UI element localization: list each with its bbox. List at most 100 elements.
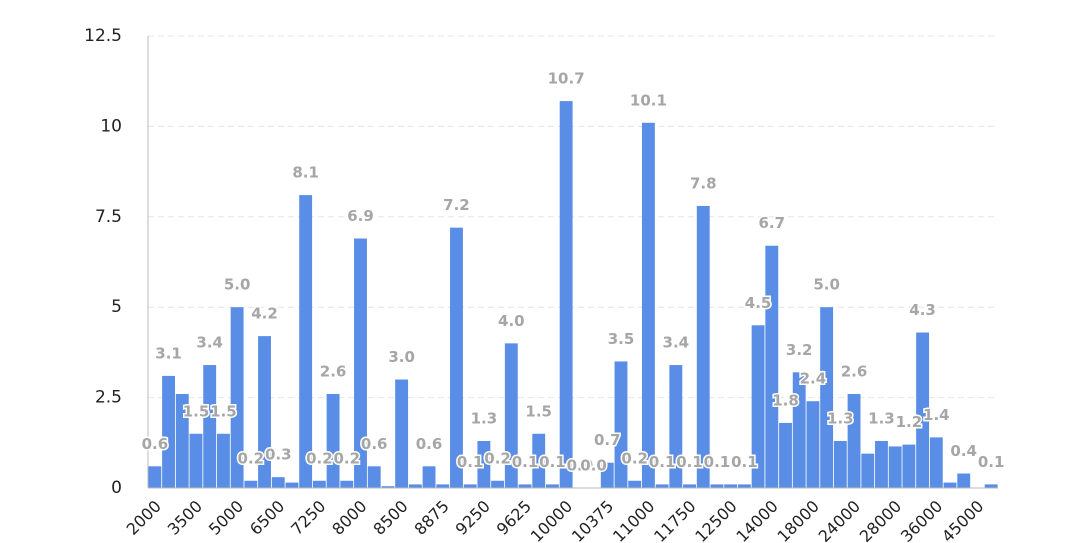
x-tick-label: 6500	[246, 497, 288, 539]
bar	[463, 484, 477, 488]
bar	[312, 480, 326, 488]
value-label: 0.0	[580, 457, 607, 475]
y-tick-label: 0	[111, 478, 122, 498]
bar	[655, 484, 669, 488]
bar	[189, 433, 203, 488]
value-label: 0.1	[512, 453, 539, 471]
bar	[504, 343, 518, 488]
bar	[916, 332, 930, 488]
x-tick-label: 9250	[452, 497, 494, 539]
value-label: 1.5	[210, 402, 237, 420]
bar	[929, 437, 943, 488]
bar	[779, 422, 792, 488]
bar	[395, 379, 409, 488]
x-tick-label: 36000	[897, 497, 946, 543]
value-label: 1.2	[896, 413, 923, 431]
bar	[833, 440, 847, 488]
bar	[820, 307, 834, 488]
bar	[847, 393, 861, 488]
bar	[148, 466, 162, 488]
bar	[902, 444, 916, 488]
value-label: 2.6	[841, 362, 868, 380]
y-tick-label: 5	[111, 297, 122, 317]
value-label: 0.6	[142, 435, 169, 453]
value-label: 0.3	[265, 446, 292, 464]
bar	[765, 245, 779, 488]
value-label: 7.8	[690, 174, 717, 192]
value-label: 5.0	[224, 276, 251, 294]
value-label: 10.1	[630, 91, 667, 109]
value-label: 0.1	[978, 453, 1005, 471]
value-label: 0.2	[484, 449, 511, 467]
bar	[299, 195, 313, 488]
x-tick-label: 8875	[411, 497, 453, 539]
y-tick-label: 7.5	[95, 207, 122, 227]
x-tick-label: 11000	[609, 497, 658, 543]
bar	[450, 227, 463, 488]
value-label: 0.1	[457, 453, 484, 471]
bar	[271, 477, 285, 488]
x-tick-label: 14000	[732, 497, 781, 543]
x-tick-label: 10000	[527, 497, 576, 543]
value-label: 0.6	[416, 435, 443, 453]
x-tick-label: 12500	[691, 497, 740, 543]
value-label: 2.4	[800, 370, 827, 388]
bar	[806, 401, 820, 488]
bar	[696, 205, 710, 488]
bar	[724, 484, 738, 488]
bar	[258, 336, 271, 488]
bar	[340, 480, 354, 488]
value-label: 1.3	[868, 409, 895, 427]
bar	[614, 361, 628, 488]
value-label: 0.1	[704, 453, 731, 471]
x-tick-label: 8500	[369, 497, 411, 539]
bar	[683, 484, 696, 488]
bar	[203, 365, 217, 488]
value-label: 6.9	[347, 207, 374, 225]
bar	[491, 480, 505, 488]
value-label: 4.3	[909, 301, 936, 319]
bar	[737, 484, 751, 488]
bar	[669, 365, 683, 488]
x-tick-label: 28000	[856, 497, 905, 543]
value-label: 0.7	[594, 431, 621, 449]
y-tick-label: 10	[100, 116, 122, 136]
value-label: 3.5	[608, 330, 635, 348]
bar	[244, 480, 258, 488]
value-label: 0.1	[539, 453, 566, 471]
value-label: 1.3	[471, 409, 498, 427]
value-label: 0.1	[649, 453, 676, 471]
bar	[861, 453, 875, 488]
value-label: 0.1	[676, 453, 703, 471]
value-label: 5.0	[813, 276, 840, 294]
value-label: 7.2	[443, 196, 470, 214]
value-label: 0.6	[361, 435, 388, 453]
value-label: 0.4	[950, 442, 977, 460]
bar	[628, 480, 642, 488]
bar	[518, 484, 532, 488]
bar	[422, 466, 436, 488]
bar	[216, 433, 230, 488]
x-tick-label: 45000	[938, 497, 987, 543]
value-label: 4.5	[745, 294, 772, 312]
x-tick-label: 5000	[205, 497, 247, 539]
bar	[957, 473, 971, 488]
bar	[408, 484, 422, 488]
value-label: 3.4	[196, 334, 223, 352]
value-label: 10.7	[548, 70, 585, 88]
y-tick-label: 2.5	[95, 388, 122, 408]
value-label: 3.4	[663, 334, 690, 352]
value-label: 0.2	[238, 449, 265, 467]
bar	[792, 372, 806, 488]
bar	[751, 325, 765, 488]
bar	[600, 462, 614, 488]
value-label: 1.5	[183, 402, 210, 420]
bar	[545, 484, 559, 488]
value-label: 4.0	[498, 312, 525, 330]
bar	[354, 238, 367, 488]
bar	[984, 484, 998, 488]
value-label: 1.3	[827, 409, 854, 427]
value-label: 0.2	[621, 449, 648, 467]
